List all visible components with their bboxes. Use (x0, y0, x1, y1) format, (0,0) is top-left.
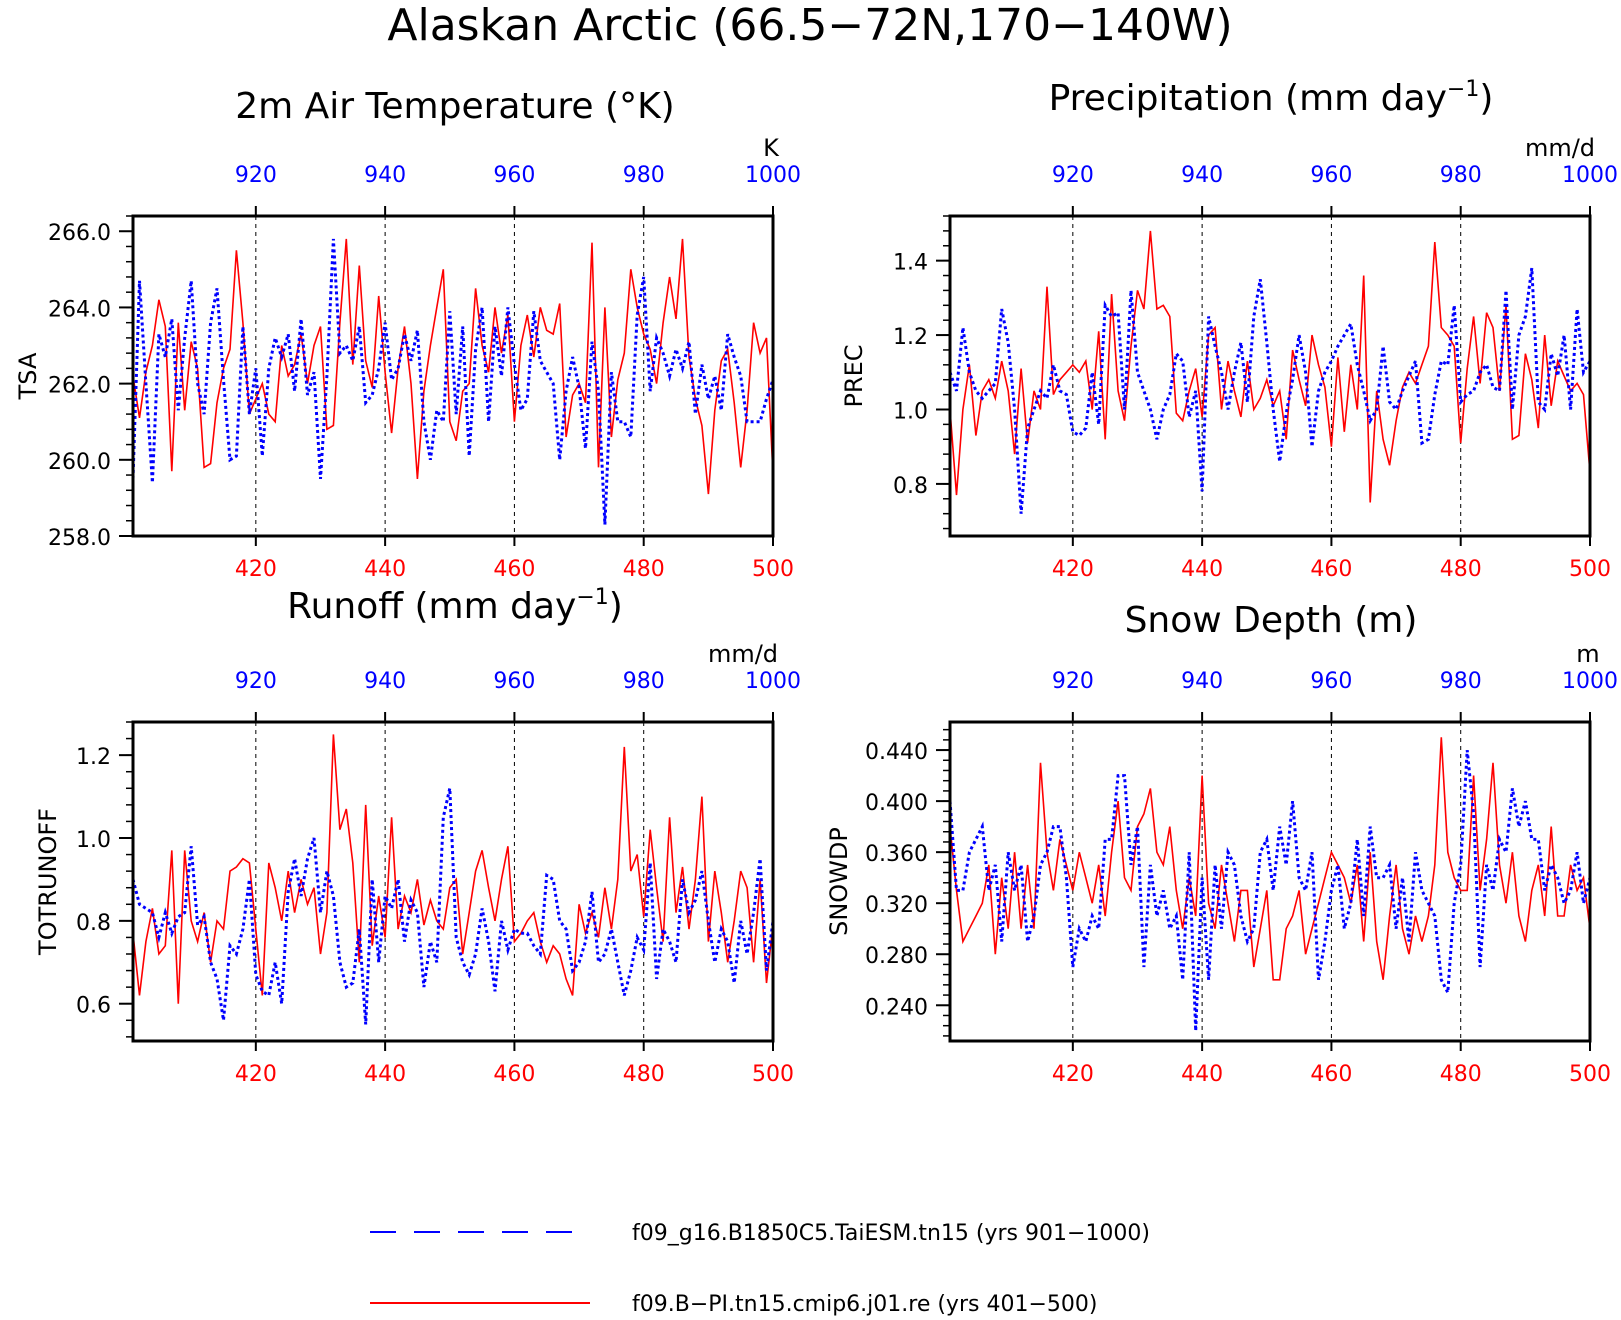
x-bottom-tick-label: 440 (364, 557, 406, 582)
y-tick-label: 260.0 (48, 450, 111, 475)
y-tick-label: 262.0 (48, 374, 111, 399)
y-tick-label: 1.4 (893, 251, 928, 276)
panel-title: Snow Depth (m) (1125, 600, 1418, 641)
y-tick-label: 0.6 (76, 994, 111, 1019)
legend-label-blue: f09_g16.B1850C5.TaiESM.tn15 (yrs 901−100… (632, 1221, 1150, 1246)
x-bottom-tick-label: 440 (1181, 557, 1223, 582)
x-bottom-tick-label: 420 (235, 1062, 277, 1087)
y-tick-label: 0.280 (865, 944, 928, 969)
x-top-tick-label: 960 (1310, 669, 1352, 694)
unit-label: m (1576, 640, 1599, 668)
figure-title: Alaskan Arctic (66.5−72N,170−140W) (387, 0, 1232, 51)
x-bottom-tick-label: 500 (752, 1062, 794, 1087)
x-top-tick-label: 980 (623, 669, 665, 694)
x-top-tick-label: 920 (235, 669, 277, 694)
x-bottom-tick-label: 500 (752, 557, 794, 582)
legend: f09_g16.B1850C5.TaiESM.tn15 (yrs 901−100… (370, 1221, 1150, 1317)
x-top-tick-label: 920 (1052, 163, 1094, 188)
x-top-tick-label: 940 (364, 669, 406, 694)
y-tick-label: 1.2 (893, 325, 928, 350)
x-bottom-tick-label: 420 (1052, 557, 1094, 582)
y-tick-label: 1.2 (76, 745, 111, 770)
x-top-tick-label: 960 (1310, 163, 1352, 188)
x-bottom-tick-label: 440 (364, 1062, 406, 1087)
y-axis-label: SNOWDP (825, 827, 853, 936)
y-tick-label: 0.440 (865, 740, 928, 765)
y-axis-label: TOTRUNOFF (34, 808, 62, 956)
panels-group: 2m Air Temperature (°K) 258.0 260.0 262.0 26… (14, 77, 1618, 1087)
chart-panel-3: Runoff (mm day−1) 0.6 0.8 1.0 1.2 TOTRUNOFF 42… (34, 585, 801, 1087)
x-top-tick-label: 940 (1181, 669, 1223, 694)
panel-title: Runoff (mm day−1) (287, 585, 623, 627)
x-top-tick-label: 1000 (745, 669, 801, 694)
x-bottom-tick-label: 480 (1440, 557, 1482, 582)
x-top-tick-label: 1000 (745, 163, 801, 188)
x-bottom-tick-label: 500 (1569, 557, 1611, 582)
x-bottom-tick-label: 480 (1440, 1062, 1482, 1087)
y-tick-label: 1.0 (893, 399, 928, 424)
panel-title: Precipitation (mm day−1) (1049, 77, 1494, 119)
legend-label-red: f09.B−PI.tn15.cmip6.j01.re (yrs 401−500) (632, 1292, 1097, 1317)
x-top-tick-label: 980 (1440, 163, 1482, 188)
x-top-tick-label: 940 (1181, 163, 1223, 188)
x-top-tick-label: 1000 (1562, 669, 1618, 694)
x-top-tick-label: 980 (1440, 669, 1482, 694)
x-top-tick-label: 1000 (1562, 163, 1618, 188)
x-top-tick-label: 980 (623, 163, 665, 188)
unit-label: mm/d (708, 640, 778, 668)
x-bottom-tick-label: 440 (1181, 1062, 1223, 1087)
chart-panel-1: 2m Air Temperature (°K) 258.0 260.0 262.0 26… (14, 86, 801, 582)
x-top-tick-label: 960 (493, 669, 535, 694)
x-top-tick-label: 920 (235, 163, 277, 188)
unit-label: mm/d (1525, 134, 1595, 162)
y-tick-label: 0.320 (865, 893, 928, 918)
y-tick-label: 0.8 (893, 474, 928, 499)
x-bottom-tick-label: 460 (1310, 1062, 1352, 1087)
y-tick-label: 266.0 (48, 221, 111, 246)
x-top-tick-label: 960 (493, 163, 535, 188)
y-tick-label: 0.400 (865, 791, 928, 816)
x-top-tick-label: 940 (364, 163, 406, 188)
y-tick-label: 0.8 (76, 911, 111, 936)
y-tick-label: 0.360 (865, 842, 928, 867)
y-axis-label: TSA (14, 352, 42, 400)
y-axis-label: PREC (840, 344, 868, 407)
x-bottom-tick-label: 480 (623, 557, 665, 582)
x-bottom-tick-label: 480 (623, 1062, 665, 1087)
y-tick-label: 1.0 (76, 828, 111, 853)
panel-title: 2m Air Temperature (°K) (235, 86, 674, 127)
chart-panel-4: Snow Depth (m) 0.240 0.280 0.320 0.360 0.400 0… (825, 600, 1618, 1087)
series-red-line (950, 231, 1590, 503)
x-bottom-tick-label: 420 (235, 557, 277, 582)
figure-canvas: Alaskan Arctic (66.5−72N,170−140W) 2m Ai… (0, 0, 1621, 1320)
y-tick-label: 258.0 (48, 526, 111, 551)
series-blue-line (950, 750, 1590, 1031)
chart-panel-2: Precipitation (mm day−1) 0.8 1.0 1.2 1.4 PREC… (840, 77, 1618, 582)
x-top-tick-label: 920 (1052, 669, 1094, 694)
unit-label: K (763, 134, 780, 162)
x-bottom-tick-label: 500 (1569, 1062, 1611, 1087)
y-tick-label: 0.240 (865, 995, 928, 1020)
x-bottom-tick-label: 460 (493, 1062, 535, 1087)
x-bottom-tick-label: 420 (1052, 1062, 1094, 1087)
series-blue-line (133, 239, 773, 525)
y-tick-label: 264.0 (48, 297, 111, 322)
x-bottom-tick-label: 460 (493, 557, 535, 582)
x-bottom-tick-label: 460 (1310, 557, 1352, 582)
